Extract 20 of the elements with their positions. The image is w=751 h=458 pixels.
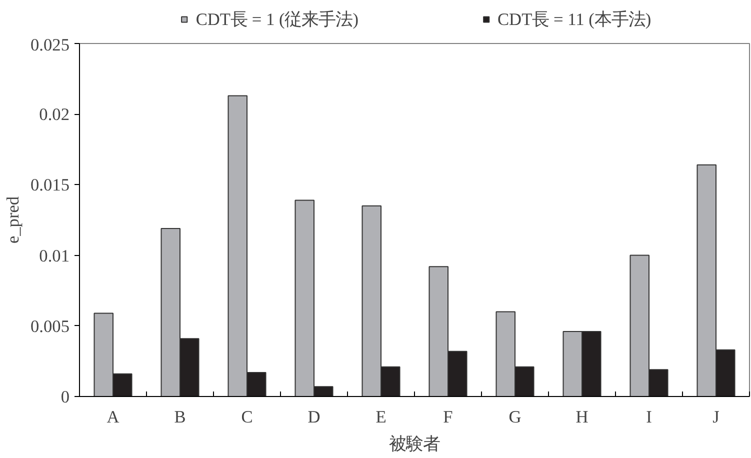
y-tick-label: 0.02 bbox=[39, 105, 70, 124]
y-tick-label: 0.01 bbox=[39, 246, 70, 266]
x-tick-label: C bbox=[241, 408, 253, 426]
legend-label: CDT長 = 1 (従来手法) bbox=[196, 9, 358, 31]
x-tick-label: G bbox=[508, 408, 522, 426]
x-tick-label: A bbox=[106, 408, 120, 426]
legend-label: CDT長 = 11 (本手法) bbox=[497, 9, 652, 31]
x-axis-title: 被験者 bbox=[389, 434, 440, 454]
x-tick-label: F bbox=[443, 408, 454, 426]
y-tick-label: 0.025 bbox=[30, 36, 70, 54]
x-tick-label: H bbox=[576, 408, 588, 426]
x-tick-label: D bbox=[308, 408, 320, 426]
x-tick-label: E bbox=[376, 408, 386, 426]
y-tick-label: 0.005 bbox=[30, 316, 70, 336]
x-tick-label: B bbox=[174, 408, 186, 426]
x-tick-label: I bbox=[646, 408, 652, 426]
x-tick-label: J bbox=[712, 408, 720, 426]
y-tick-label: 0.015 bbox=[30, 176, 70, 195]
y-axis-title: e_pred bbox=[4, 196, 23, 244]
y-tick-label: 0 bbox=[60, 388, 70, 406]
